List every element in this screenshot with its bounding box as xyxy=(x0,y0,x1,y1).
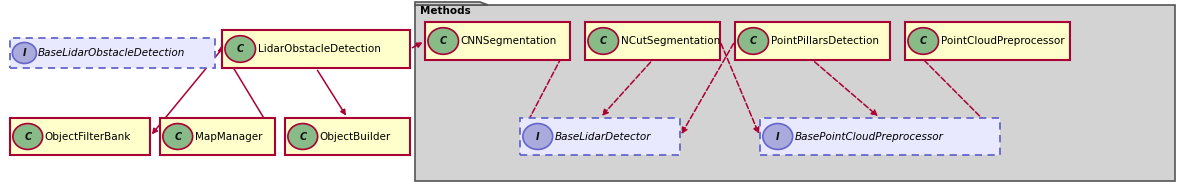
Text: C: C xyxy=(749,36,756,46)
Text: I: I xyxy=(776,132,780,142)
Text: PointCloudPreprocessor: PointCloudPreprocessor xyxy=(940,36,1064,46)
Ellipse shape xyxy=(13,124,42,149)
FancyBboxPatch shape xyxy=(735,22,890,60)
Text: Methods: Methods xyxy=(420,6,471,16)
FancyBboxPatch shape xyxy=(760,118,999,155)
Text: LidarObstacleDetection: LidarObstacleDetection xyxy=(257,44,380,54)
FancyBboxPatch shape xyxy=(286,118,409,155)
FancyBboxPatch shape xyxy=(425,22,570,60)
FancyBboxPatch shape xyxy=(160,118,275,155)
Text: PointPillarsDetection: PointPillarsDetection xyxy=(771,36,879,46)
Text: C: C xyxy=(25,132,32,142)
Text: CNNSegmentation: CNNSegmentation xyxy=(460,36,557,46)
Text: ObjectFilterBank: ObjectFilterBank xyxy=(45,132,131,142)
Text: ObjectBuilder: ObjectBuilder xyxy=(320,132,391,142)
Ellipse shape xyxy=(288,124,317,149)
Ellipse shape xyxy=(523,124,552,149)
Ellipse shape xyxy=(738,28,768,54)
FancyBboxPatch shape xyxy=(9,118,150,155)
Ellipse shape xyxy=(428,28,459,54)
Text: C: C xyxy=(175,132,182,142)
FancyBboxPatch shape xyxy=(905,22,1070,60)
Text: BaseLidarDetector: BaseLidarDetector xyxy=(555,132,651,142)
Text: C: C xyxy=(300,132,307,142)
Polygon shape xyxy=(415,2,489,5)
FancyBboxPatch shape xyxy=(9,38,215,68)
Ellipse shape xyxy=(907,28,938,54)
Ellipse shape xyxy=(12,42,37,63)
Ellipse shape xyxy=(762,124,793,149)
Text: C: C xyxy=(599,36,607,46)
Text: NCutSegmentation: NCutSegmentation xyxy=(621,36,720,46)
Text: I: I xyxy=(22,48,26,58)
Text: I: I xyxy=(536,132,539,142)
Ellipse shape xyxy=(163,124,192,149)
Text: C: C xyxy=(440,36,447,46)
Text: BaseLidarObstacleDetection: BaseLidarObstacleDetection xyxy=(38,48,185,58)
FancyBboxPatch shape xyxy=(415,5,1175,181)
Text: MapManager: MapManager xyxy=(195,132,262,142)
Text: C: C xyxy=(919,36,926,46)
Ellipse shape xyxy=(225,36,256,62)
Ellipse shape xyxy=(588,28,618,54)
FancyBboxPatch shape xyxy=(222,30,409,68)
Text: C: C xyxy=(237,44,244,54)
FancyBboxPatch shape xyxy=(520,118,680,155)
Text: BasePointCloudPreprocessor: BasePointCloudPreprocessor xyxy=(794,132,944,142)
FancyBboxPatch shape xyxy=(585,22,720,60)
